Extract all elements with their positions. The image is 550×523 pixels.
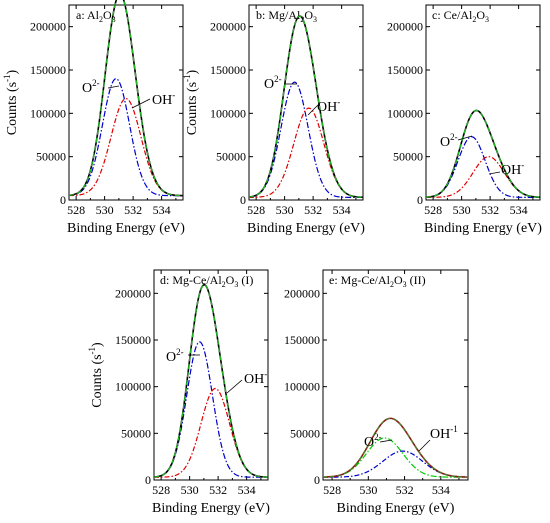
x-tick-label: 532	[209, 483, 227, 497]
annotation-pointer	[226, 379, 243, 394]
fitted-envelope	[68, 0, 184, 197]
y-tick-label: 200000	[115, 286, 151, 300]
panel-b: 0 50000 100000 150000 200000 528 530 532 534 Bind…	[182, 4, 365, 236]
y-tick-label: 200000	[284, 286, 320, 300]
annotation-pointer	[457, 135, 473, 141]
x-axis-label: Binding Energy (eV)	[247, 221, 365, 236]
annotation-pointer	[379, 439, 393, 443]
fitted-envelope	[248, 15, 364, 198]
y-tick-label: 50000	[393, 150, 423, 164]
plot-frame	[153, 269, 269, 481]
y-tick-label: 150000	[210, 63, 246, 77]
measured-curve	[248, 15, 364, 199]
annotation-oxide: O2-	[440, 132, 458, 150]
annotation-oxide: O2-	[264, 74, 282, 92]
y-tick-label: 50000	[216, 150, 246, 164]
x-tick-label: 530	[359, 483, 377, 497]
x-tick-label: 528	[67, 203, 85, 217]
annotation-pointer	[107, 85, 120, 89]
fitted-envelope	[153, 284, 269, 478]
y-tick-label: 100000	[210, 106, 246, 120]
y-tick-label: 150000	[30, 63, 66, 77]
y-axis-label: Counts (s-1)	[2, 69, 20, 135]
panel-d: 0 50000 100000 150000 200000 528 530 532 534 Bind…	[87, 269, 270, 516]
plot-frame	[68, 4, 184, 201]
annotation-pointer	[307, 104, 319, 116]
y-tick-label: 200000	[30, 20, 66, 34]
y-tick-label: 0	[314, 473, 320, 487]
y-tick-label: 100000	[387, 106, 423, 120]
x-tick-label: 534	[153, 203, 171, 217]
panel-label: a: Al2O3	[76, 8, 116, 24]
panel-label: e: Mg-Ce/Al2O3 (II)	[329, 273, 426, 289]
panel-label: d: Mg-Ce/Al2O3 (I)	[160, 273, 253, 289]
component-peak-1	[322, 437, 468, 478]
annotation-pointer	[488, 171, 501, 175]
fitted-envelope	[322, 417, 469, 478]
x-tick-label: 530	[96, 203, 114, 217]
panel-label: b: Mg/Al2O3	[256, 8, 317, 24]
x-tick-label: 534	[333, 203, 351, 217]
y-tick-label: 150000	[387, 63, 423, 77]
panel-e: 0 50000 100000 150000 200000 528 530 532 534 Bind…	[284, 269, 469, 516]
y-tick-label: 50000	[290, 426, 320, 440]
x-tick-label: 528	[247, 203, 265, 217]
panel-a: 0 50000 100000 150000 200000 528 530 532 534 Bind…	[2, 0, 185, 236]
y-tick-label: 0	[240, 193, 246, 207]
annotation-hydroxyl: OH-	[501, 160, 524, 178]
annotation-pointer	[131, 98, 151, 109]
x-tick-label: 532	[304, 203, 322, 217]
x-axis-label: Binding Energy (eV)	[337, 501, 455, 516]
annotation-hydroxyl: OH-	[152, 90, 175, 108]
y-tick-label: 200000	[387, 20, 423, 34]
x-tick-label: 528	[152, 483, 170, 497]
annotation-oxide: O2-	[82, 78, 100, 96]
x-tick-label: 534	[238, 483, 256, 497]
x-axis-label: Binding Energy (eV)	[67, 221, 185, 236]
component-peak-1	[425, 136, 540, 198]
panel-c: 0 50000 100000 150000 200000 528 530 532 534 Bind…	[387, 4, 542, 236]
annotation-hydroxyl: OH-	[244, 369, 267, 387]
y-tick-label: 50000	[36, 150, 66, 164]
plot-frame	[248, 4, 364, 201]
x-tick-label: 534	[510, 203, 528, 217]
plot-frame	[425, 4, 541, 201]
x-tick-label: 532	[124, 203, 142, 217]
y-tick-label: 0	[60, 193, 66, 207]
annotation-hydroxyl: OH-	[317, 97, 340, 115]
component-peak-1	[248, 81, 363, 198]
y-tick-label: 150000	[284, 333, 320, 347]
x-tick-label: 530	[181, 483, 199, 497]
x-axis-label: Binding Energy (eV)	[152, 501, 270, 516]
x-tick-label: 532	[481, 203, 499, 217]
annotation-pointer	[418, 439, 431, 452]
y-tick-label: 0	[145, 473, 151, 487]
plot-frame	[322, 269, 469, 481]
x-axis-label: Binding Energy (eV)	[424, 221, 542, 236]
measured-curve	[425, 109, 541, 199]
y-tick-label: 200000	[210, 20, 246, 34]
component-peak-1	[68, 78, 183, 197]
y-tick-label: 100000	[30, 106, 66, 120]
y-tick-label: 50000	[121, 426, 151, 440]
y-tick-label: 0	[417, 193, 423, 207]
fitted-envelope	[425, 109, 541, 198]
x-tick-label: 530	[276, 203, 294, 217]
x-tick-label: 534	[432, 483, 450, 497]
annotation-hydroxyl: OH-1	[430, 424, 458, 442]
y-tick-label: 100000	[284, 380, 320, 394]
x-tick-label: 528	[424, 203, 442, 217]
annotation-oxide: O2-	[166, 347, 184, 365]
annotation-oxide: O2-	[364, 432, 382, 450]
panel-label: c: Ce/Al2O3	[432, 8, 489, 24]
y-axis-label: Counts (s-1)	[87, 342, 105, 408]
y-tick-label: 100000	[115, 380, 151, 394]
y-tick-label: 150000	[115, 333, 151, 347]
x-tick-label: 532	[396, 483, 414, 497]
x-tick-label: 530	[453, 203, 471, 217]
y-axis-label: Counts (s-1)	[182, 69, 200, 135]
x-tick-label: 528	[323, 483, 341, 497]
